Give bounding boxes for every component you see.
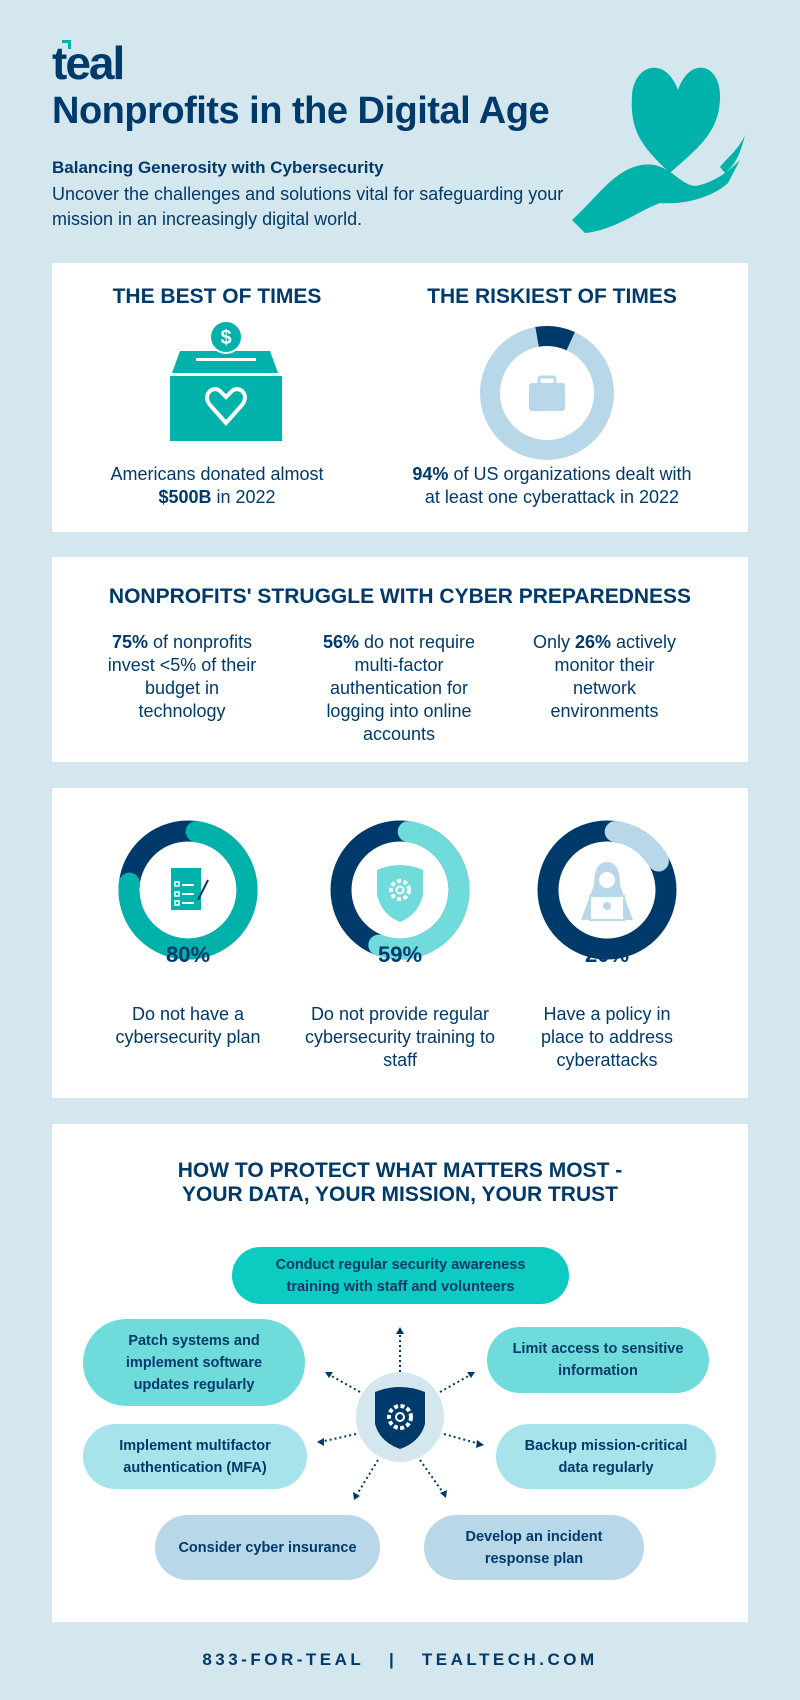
protect-item-backup: Backup mission-critical data regularly (496, 1424, 716, 1489)
shield-gear-icon (375, 1387, 425, 1449)
protect-item-access: Limit access to sensitive information (487, 1327, 709, 1393)
riskiest-heading: THE RISKIEST OF TIMES (427, 285, 677, 308)
shield-gear-icon (377, 865, 423, 922)
protect-diagram (317, 1327, 484, 1500)
stat-donut (118, 820, 258, 960)
best-stat: Americans donated almost $500B in 2022 (110, 464, 324, 507)
checklist-icon (171, 868, 209, 910)
stat-text: Do not have a cybersecurity plan (115, 1004, 261, 1047)
website: TEALTECH.COM (421, 1650, 598, 1669)
protect-item-mfa: Implement multifactor authentication (MF… (83, 1424, 307, 1489)
struggle-item: 75% of nonprofits invest <5% of their bu… (107, 632, 257, 721)
heart-hand-icon (572, 67, 745, 233)
donut-value-arc (537, 820, 677, 960)
stat-percent: 80% (165, 942, 211, 967)
subtitle: Balancing Generosity with Cybersecurity (52, 158, 384, 177)
donation-box-heart-icon: $ (170, 321, 282, 441)
donut-value-arc (330, 820, 470, 960)
best-heading: THE BEST OF TIMES (112, 285, 322, 308)
teal-logo: teal (52, 37, 125, 89)
stat-text: Have a policy in place to address cybera… (540, 1004, 674, 1070)
donut-value-arc (118, 820, 258, 960)
briefcase-icon (529, 383, 565, 411)
protect-heading: HOW TO PROTECT WHAT MATTERS MOST - YOUR D… (177, 1159, 623, 1206)
stat-percent: 59% (377, 942, 423, 967)
description: Uncover the challenges and solutions vit… (52, 184, 564, 229)
stat-donut (330, 820, 470, 960)
riskiest-stat: 94% of US organizations dealt with at lea… (412, 464, 692, 507)
protect-item-insurance: Consider cyber insurance (155, 1515, 380, 1580)
page-title: Nonprofits in the Digital Age (52, 90, 550, 132)
stat-text: Do not provide regular cybersecurity tra… (304, 1004, 496, 1070)
stat-donut (537, 820, 677, 960)
struggle-item: 56% do not require multi-factor authenti… (322, 632, 476, 744)
protect-item-incident: Develop an incident response plan (424, 1515, 644, 1580)
protect-item-patch: Patch systems and implement software upd… (83, 1319, 305, 1406)
footer: 833-FOR-TEAL | TEALTECH.COM (202, 1650, 598, 1669)
protect-item-training: Conduct regular security awareness train… (232, 1247, 569, 1304)
phone: 833-FOR-TEAL (202, 1650, 365, 1669)
svg-text:$: $ (220, 327, 231, 349)
struggle-item: Only 26% actively monitor their network … (532, 632, 677, 721)
dotted-arrows (319, 1332, 481, 1497)
stat-percent: 20% (584, 942, 630, 967)
riskiest-donut (480, 326, 614, 460)
stats-card: 80% 59% 20% Do not have a cybersecurity … (52, 788, 748, 1098)
times-card: THE BEST OF TIMES THE RISKIEST OF TIMES … (52, 263, 748, 532)
struggle-card: NONPROFITS' STRUGGLE WITH CYBER PREPARED… (52, 557, 748, 762)
hacker-icon (581, 862, 633, 921)
struggle-heading: NONPROFITS' STRUGGLE WITH CYBER PREPARED… (108, 585, 692, 608)
